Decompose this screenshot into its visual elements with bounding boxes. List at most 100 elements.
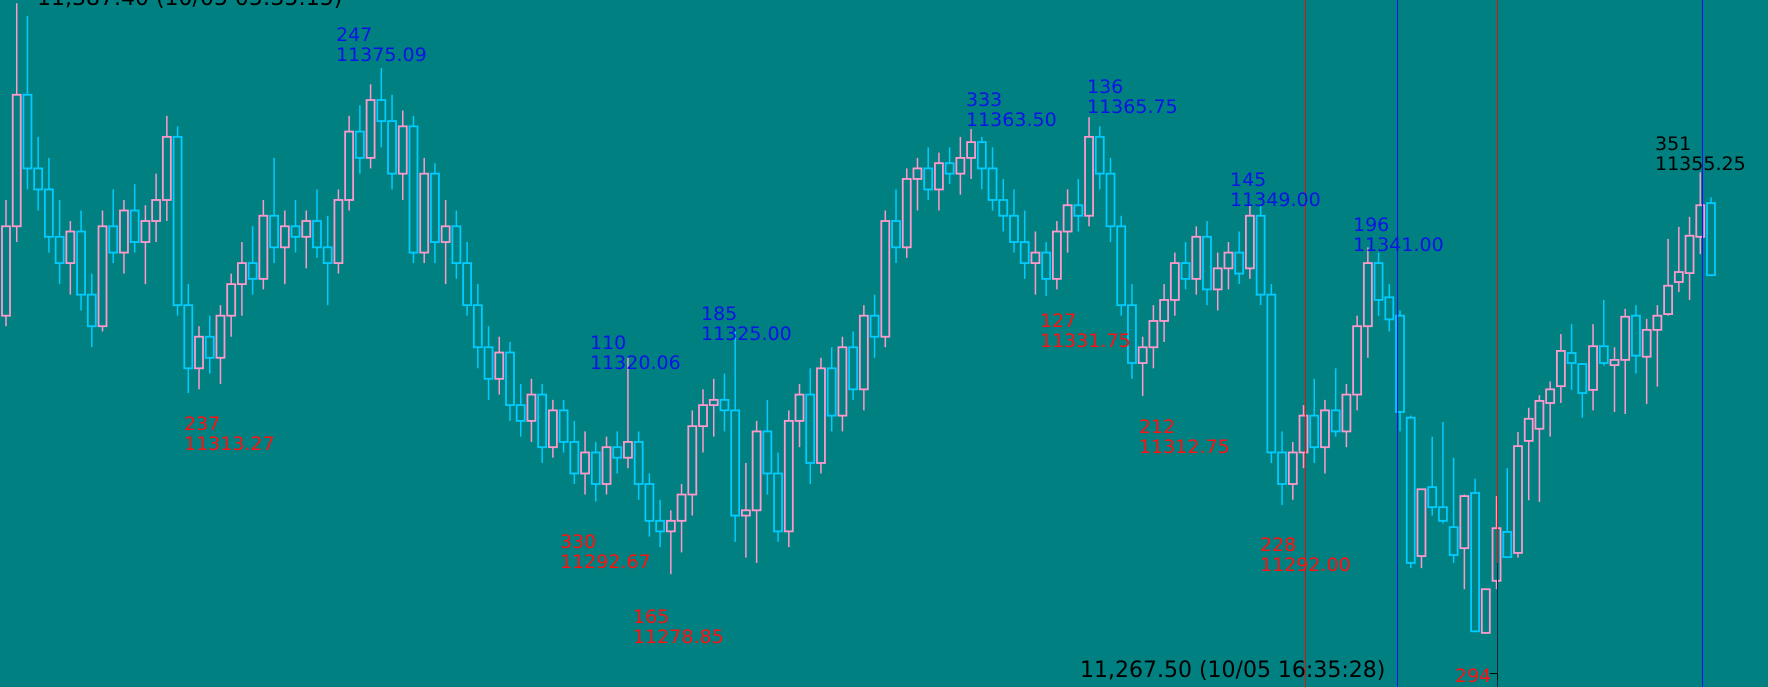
candle-up bbox=[880, 210, 891, 348]
candle-body bbox=[1491, 527, 1502, 582]
candle-body bbox=[880, 220, 891, 338]
candle-down bbox=[1706, 197, 1716, 277]
candle-down bbox=[1277, 431, 1287, 506]
candle-up bbox=[858, 305, 869, 411]
annotation-high: 247 11375.09 bbox=[336, 24, 427, 66]
candle-body bbox=[333, 199, 344, 264]
candle-body bbox=[1652, 314, 1663, 331]
candle-body bbox=[1009, 214, 1019, 243]
candle-body bbox=[1298, 414, 1309, 454]
annotation-high: 185 11325.00 bbox=[701, 303, 792, 345]
candle-down bbox=[998, 178, 1009, 232]
candle-down bbox=[805, 368, 816, 485]
candle-body bbox=[86, 293, 97, 328]
candle-body bbox=[419, 172, 430, 254]
candle-body bbox=[247, 262, 258, 280]
candle-body bbox=[1706, 202, 1716, 277]
candle-body bbox=[837, 346, 848, 417]
candle-down bbox=[891, 189, 901, 264]
candle-body bbox=[1137, 346, 1148, 364]
candle-body bbox=[1427, 486, 1438, 509]
candle-up bbox=[494, 336, 505, 395]
candle-up bbox=[601, 436, 612, 495]
candle-body bbox=[891, 220, 901, 249]
candle-down bbox=[290, 199, 301, 253]
candle-up bbox=[966, 128, 976, 179]
candle-body bbox=[472, 304, 483, 349]
top-price-readout: 11,387.40 (10/05 05:35:15) bbox=[37, 0, 342, 11]
candle-body bbox=[279, 225, 290, 249]
candle-body bbox=[1673, 271, 1684, 283]
candle-down bbox=[1598, 299, 1609, 366]
candle-body bbox=[194, 335, 204, 370]
candle-down bbox=[590, 441, 601, 502]
candle-up bbox=[1223, 242, 1234, 290]
candle-down bbox=[1309, 378, 1320, 463]
candle-up bbox=[1480, 588, 1491, 634]
candle-down bbox=[1202, 221, 1212, 306]
candle-up bbox=[1555, 334, 1566, 404]
candle-body bbox=[901, 178, 912, 249]
candle-body bbox=[365, 99, 376, 159]
candle-body bbox=[794, 393, 805, 422]
candle-up bbox=[1159, 284, 1170, 342]
candle-up bbox=[1062, 189, 1073, 253]
candle-body bbox=[912, 167, 923, 180]
candle-down bbox=[1448, 457, 1459, 563]
candle-down bbox=[655, 499, 666, 548]
candle-up bbox=[1513, 431, 1523, 558]
candle-body bbox=[1094, 135, 1105, 175]
candle-body bbox=[1062, 204, 1073, 233]
candle-body bbox=[97, 225, 108, 328]
candle-down bbox=[387, 94, 397, 190]
candle-body bbox=[1, 225, 11, 317]
candle-up bbox=[794, 384, 805, 448]
candle-down bbox=[1373, 252, 1384, 316]
candle-down bbox=[1384, 284, 1395, 332]
annotation-low: 237 11313.27 bbox=[184, 413, 275, 455]
candle-down bbox=[1427, 436, 1438, 516]
candle-body bbox=[226, 283, 237, 317]
candle-down bbox=[483, 326, 494, 400]
candle-body bbox=[1255, 214, 1266, 296]
candle-down bbox=[1577, 363, 1588, 418]
candle-up bbox=[119, 199, 129, 274]
candle-body bbox=[1523, 417, 1534, 442]
candle-up bbox=[1684, 216, 1695, 300]
candle-body bbox=[1566, 352, 1577, 364]
candle-up bbox=[161, 115, 172, 222]
candle-up bbox=[1212, 252, 1223, 311]
candle-down bbox=[1127, 284, 1137, 379]
vertical-marker-red-1 bbox=[1305, 0, 1306, 687]
candle-body bbox=[655, 519, 666, 533]
candle-down bbox=[54, 199, 65, 285]
candle-down bbox=[537, 384, 548, 463]
candle-body bbox=[1244, 214, 1255, 270]
candle-body bbox=[1405, 416, 1416, 564]
candle-body bbox=[1631, 314, 1641, 357]
candle-up bbox=[1416, 488, 1427, 569]
candle-up bbox=[279, 210, 290, 285]
candle-body bbox=[269, 214, 279, 249]
candle-up bbox=[365, 84, 376, 169]
candle-down bbox=[633, 431, 644, 500]
crosshair-segment bbox=[1497, 563, 1498, 687]
candle-down bbox=[462, 242, 473, 316]
candle-down bbox=[1094, 126, 1105, 190]
candle-body bbox=[741, 509, 751, 517]
candle-body bbox=[1212, 267, 1223, 291]
candle-down bbox=[129, 184, 140, 253]
candle-up bbox=[1, 199, 11, 327]
candle-up bbox=[526, 378, 537, 442]
candle-up bbox=[1362, 247, 1373, 358]
candle-body bbox=[1159, 299, 1170, 322]
candle-body bbox=[515, 404, 526, 422]
candle-body bbox=[1320, 409, 1330, 449]
candle-down bbox=[569, 420, 580, 485]
candle-body bbox=[783, 419, 794, 533]
candle-up bbox=[1652, 305, 1663, 387]
candle-body bbox=[11, 93, 22, 228]
candle-down bbox=[183, 284, 194, 394]
candle-body bbox=[858, 314, 869, 391]
